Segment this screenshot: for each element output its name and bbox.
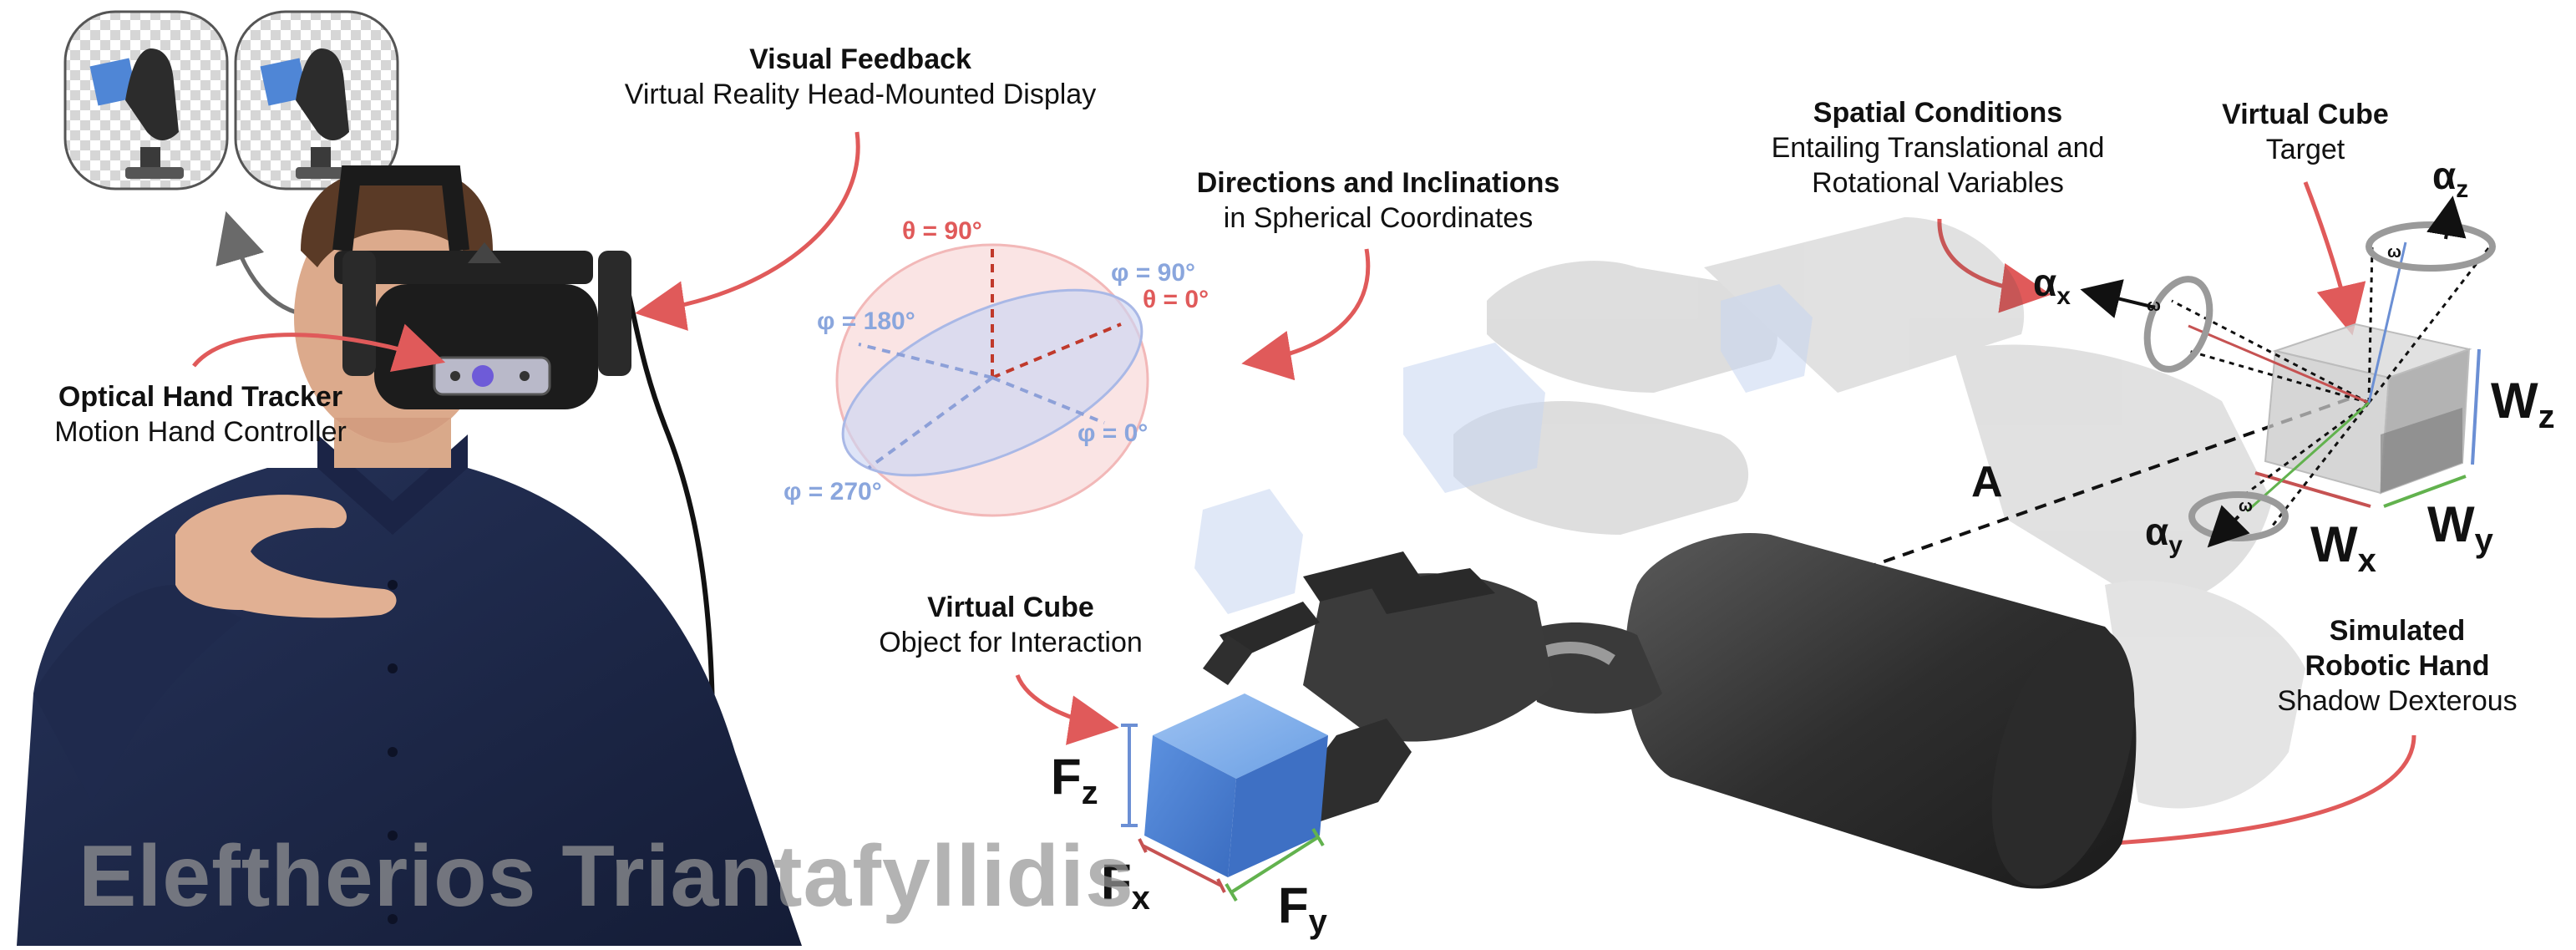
force-y-label: Fy — [1278, 877, 1328, 940]
force-z-label: Fz — [1051, 749, 1098, 811]
spherical-coordinates: θ = 90° θ = 0° φ = 90° φ = 180° φ = 0° φ… — [783, 217, 1209, 517]
theta-0-label: θ = 0° — [1143, 286, 1209, 313]
arrow-cube-object — [1015, 674, 1119, 745]
optical-tracker-title: Optical Hand Tracker — [58, 381, 343, 413]
robotic-hand-title2: Robotic Hand — [2305, 650, 2490, 682]
target-cube — [2254, 323, 2481, 508]
cube-target-title: Virtual Cube — [2222, 99, 2389, 130]
alpha-z-label: αz — [2432, 154, 2468, 203]
directions-subtitle: in Spherical Coordinates — [1223, 202, 1534, 234]
label-directions: Directions and Inclinations in Spherical… — [1161, 165, 1595, 236]
alpha-x-label: αx — [2033, 261, 2071, 310]
cube-object-subtitle: Object for Interaction — [879, 627, 1143, 658]
directions-title: Directions and Inclinations — [1196, 167, 1560, 199]
label-visual-feedback: Visual Feedback Virtual Reality Head-Mou… — [585, 42, 1136, 112]
sphere-horizontal-circle — [841, 288, 1143, 477]
label-robotic-hand: Simulated Robotic Hand Shadow Dexterous — [2255, 613, 2539, 719]
label-optical-tracker: Optical Hand Tracker Motion Hand Control… — [25, 379, 376, 450]
visual-feedback-title: Visual Feedback — [749, 43, 971, 75]
phi-0-label: φ = 0° — [1078, 419, 1148, 447]
arrow-optical-tracker — [192, 323, 446, 372]
cube-target-subtitle: Target — [2265, 134, 2345, 165]
person-photo — [17, 165, 802, 946]
label-virtual-cube-target: Virtual Cube Target — [2180, 97, 2431, 167]
torque-x-label: Wx — [2310, 516, 2376, 579]
ghost-hand-poses — [1453, 217, 2305, 809]
cube-object-title: Virtual Cube — [927, 592, 1094, 623]
hmd-stereo-view — [63, 10, 399, 191]
torque-z-label: Wz — [2491, 373, 2555, 435]
torque-y-label: Wy — [2427, 496, 2494, 559]
omega-z-label: ω — [2387, 243, 2401, 262]
omega-y-label: ω — [2239, 497, 2253, 516]
ghost-cubes — [1194, 284, 1813, 614]
cube-object — [1121, 693, 1328, 902]
omega-x-label: ω — [2147, 297, 2161, 315]
robotic-hand — [1203, 533, 2137, 889]
alpha-y-label: αy — [2145, 510, 2183, 559]
arrow-cube-target — [2303, 181, 2366, 336]
phi-90-label: φ = 90° — [1111, 259, 1195, 287]
spatial-title: Spatial Conditions — [1813, 97, 2063, 129]
spatial-line3: Rotational Variables — [1812, 167, 2064, 199]
tracked-hand — [175, 495, 397, 618]
robotic-hand-title1: Simulated — [2329, 615, 2466, 647]
arrow-directions — [1241, 248, 1371, 381]
hmd-right-eye-hand — [260, 48, 354, 179]
hmd-left-eye-hand — [89, 48, 184, 179]
visual-feedback-subtitle: Virtual Reality Head-Mounted Display — [624, 79, 1097, 110]
phi-180-label: φ = 180° — [817, 307, 915, 335]
force-x-label: Fx — [1101, 854, 1150, 917]
arrow-visual-feedback — [635, 131, 860, 331]
distance-label: A — [1971, 458, 2003, 506]
spatial-line2: Entailing Translational and — [1771, 132, 2105, 164]
arrow-spatial — [1937, 218, 2051, 313]
rotation-vectors: ω ω ω — [2080, 196, 2496, 548]
optical-tracker-subtitle: Motion Hand Controller — [54, 416, 347, 448]
robotic-hand-subtitle: Shadow Dexterous — [2277, 685, 2518, 717]
theta-90-label: θ = 90° — [902, 217, 982, 245]
label-virtual-cube-object: Virtual Cube Object for Interaction — [852, 590, 1169, 660]
label-spatial-conditions: Spatial Conditions Entailing Translation… — [1737, 95, 2138, 201]
watermark: Eleftherios Triantafyllidis — [79, 828, 1134, 925]
phi-270-label: φ = 270° — [783, 478, 882, 505]
